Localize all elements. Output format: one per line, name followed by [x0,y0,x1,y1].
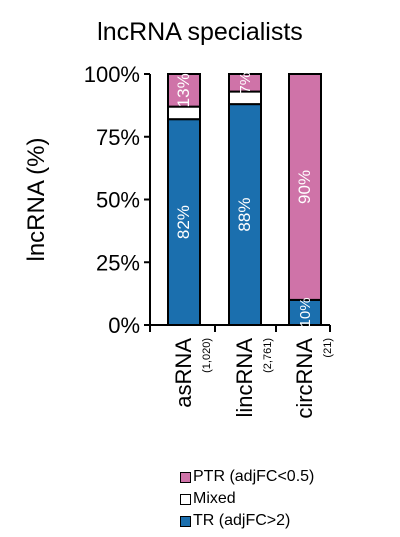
legend-swatch-ptr [180,471,191,483]
axes: 0% 25% 50% 75% 100% lncRNA (%) [23,62,331,338]
y-tick-label: 75% [96,125,140,150]
bar-segment [288,73,322,301]
y-tick-label: 50% [96,188,140,213]
legend: PTR (adjFC<0.5) Mixed TR (adjFC>2) [180,466,314,532]
x-tick-label: circRNA [292,338,317,419]
legend-item-ptr: PTR (adjFC<0.5) [180,466,314,488]
chart-title: lncRNA specialists [97,18,303,46]
data-label: 7% [237,72,254,94]
bar-segment [167,105,201,121]
bar-segment [288,298,322,326]
legend-label-tr: TR (adjFC>2) [193,512,291,529]
y-axis-title: lncRNA (%) [23,137,50,261]
bar-segment [228,73,262,93]
y-tick-label: 100% [84,62,140,87]
x-tick-label: lincRNA [232,338,257,418]
category-count-label: (1,020) [201,338,213,373]
data-label: 10% [297,297,314,327]
category-count-label: (21) [322,338,334,358]
category-count-label: (2,761) [262,338,274,373]
legend-swatch-mixed [180,493,191,505]
bar-segment [228,103,262,327]
legend-label-ptr: PTR (adjFC<0.5) [193,468,315,485]
legend-item-tr: TR (adjFC>2) [180,510,314,532]
data-label: 82% [174,205,193,239]
bar-segment [167,118,201,327]
legend-label-mixed: Mixed [193,490,236,507]
bar-segment [167,73,201,108]
legend-item-mixed: Mixed [180,488,314,510]
x-tick-label: asRNA [171,338,196,408]
data-label: 13% [174,73,193,107]
y-tick-label: 25% [96,250,140,275]
legend-swatch-tr [180,515,191,527]
labels: 82% 13% asRNA (1,020) 88% 7% lincRNA (2,761) 10%… [171,72,334,419]
data-label: 88% [235,198,254,232]
bars [167,73,322,327]
y-tick-label: 0% [108,313,140,338]
data-label: 90% [295,170,314,204]
